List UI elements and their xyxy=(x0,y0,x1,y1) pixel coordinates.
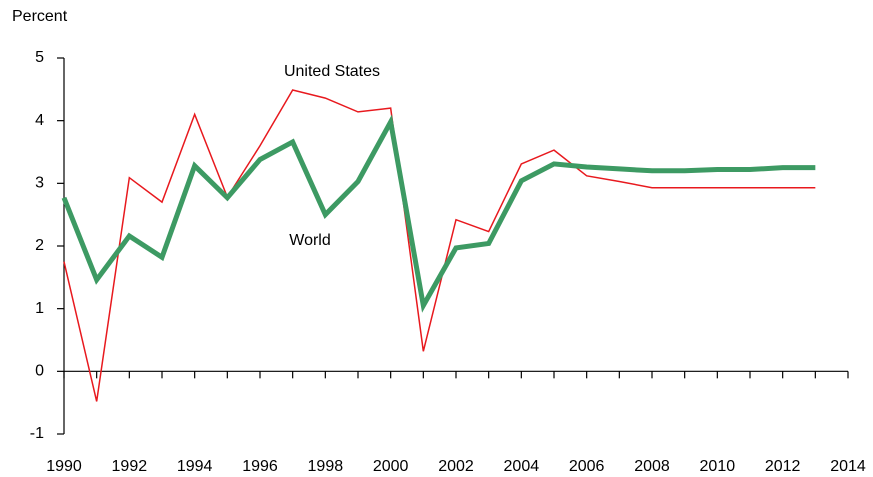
x-tick-label: 2010 xyxy=(700,458,736,475)
y-tick-label: 0 xyxy=(35,363,44,380)
y-tick-label: 1 xyxy=(35,300,44,317)
annotation: United States xyxy=(284,63,380,80)
x-tick-label: 2004 xyxy=(504,458,540,475)
x-tick-label: 1990 xyxy=(46,458,82,475)
x-tick-label: 2006 xyxy=(569,458,605,475)
x-tick-label: 1998 xyxy=(308,458,344,475)
series-line xyxy=(63,89,816,402)
y-tick-label: 5 xyxy=(35,49,44,66)
x-tick-label: 1992 xyxy=(112,458,148,475)
annotation: World xyxy=(289,232,331,249)
y-axis-label: Percent xyxy=(12,8,68,25)
x-tick-label: 2000 xyxy=(373,458,409,475)
x-tick-label: 1994 xyxy=(177,458,213,475)
y-tick-label: 4 xyxy=(35,112,44,129)
x-tick-label: 2014 xyxy=(830,458,866,475)
y-tick-label: 3 xyxy=(35,175,44,192)
series-line xyxy=(61,114,816,313)
x-tick-label: 2008 xyxy=(634,458,670,475)
x-tick-label: 2012 xyxy=(765,458,801,475)
y-tick-label: 2 xyxy=(35,237,44,254)
x-tick-label: 1996 xyxy=(242,458,278,475)
x-tick-label: 2002 xyxy=(438,458,474,475)
y-tick-label: -1 xyxy=(30,425,44,442)
